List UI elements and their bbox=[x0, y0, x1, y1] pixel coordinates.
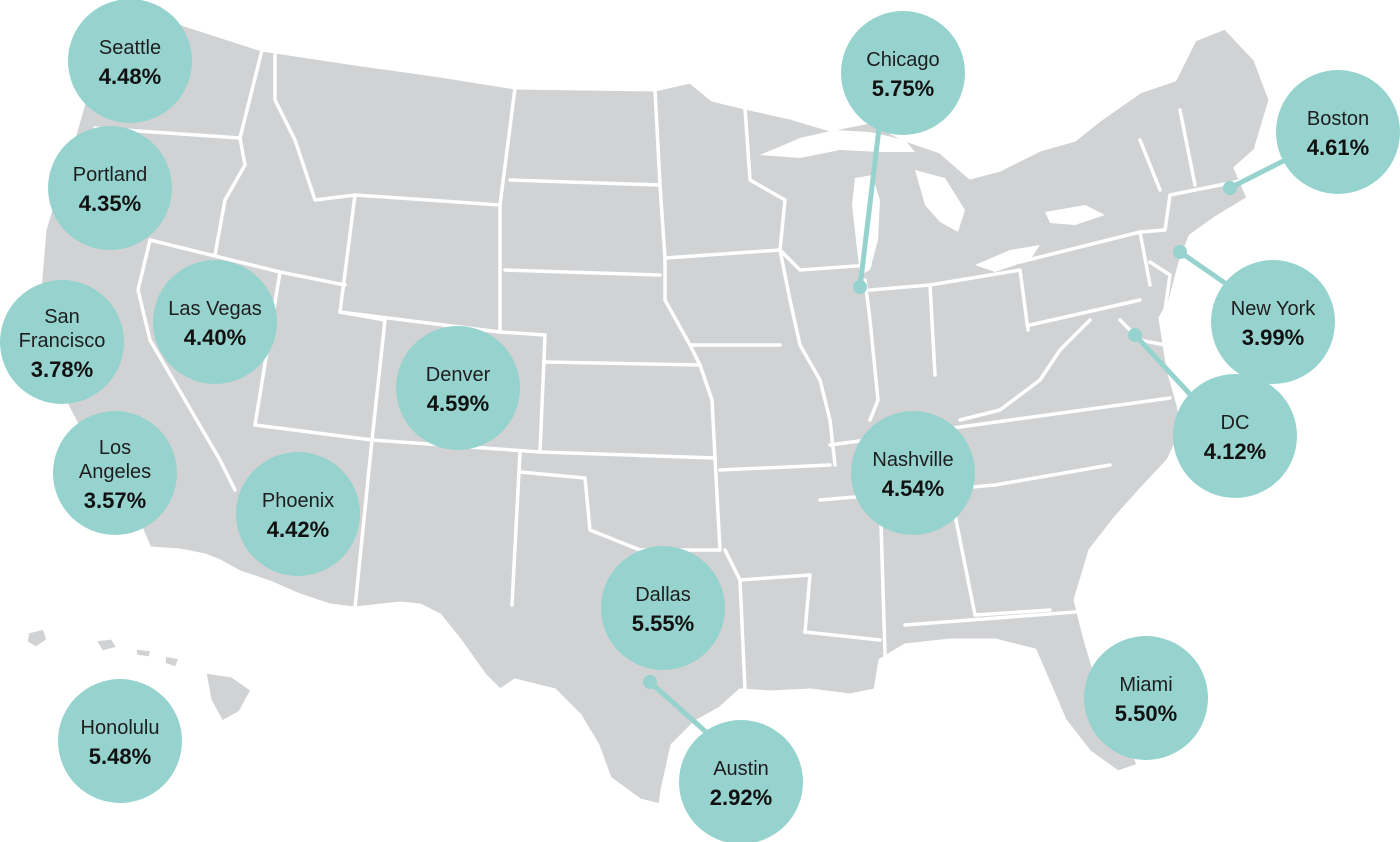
lake-erie bbox=[975, 245, 1040, 272]
los-angeles-name: Angeles bbox=[79, 461, 151, 483]
dc-name: DC bbox=[1221, 412, 1250, 434]
las-vegas-value: 4.40% bbox=[184, 325, 246, 350]
miami-name: Miami bbox=[1119, 674, 1172, 696]
boston-name: Boston bbox=[1307, 108, 1369, 130]
nashville-value: 4.54% bbox=[882, 476, 944, 501]
lake-ontario bbox=[1045, 205, 1105, 225]
seattle-name: Seattle bbox=[99, 37, 161, 59]
los-angeles-bubble-circle bbox=[53, 411, 177, 535]
city-bubble-seattle: Seattle 4.48% bbox=[68, 0, 192, 123]
dc-bubble-circle bbox=[1173, 374, 1297, 498]
chicago-value: 5.75% bbox=[872, 76, 934, 101]
city-bubble-portland: Portland 4.35% bbox=[48, 126, 172, 250]
austin-value: 2.92% bbox=[710, 785, 772, 810]
denver-bubble-circle bbox=[396, 326, 520, 450]
portland-bubble-circle bbox=[48, 126, 172, 250]
new-york-value: 3.99% bbox=[1242, 325, 1304, 350]
honolulu-name: Honolulu bbox=[81, 717, 160, 739]
seattle-bubble-circle bbox=[68, 0, 192, 123]
city-bubble-miami: Miami 5.50% bbox=[1084, 636, 1208, 760]
lake-huron bbox=[915, 170, 965, 232]
seattle-value: 4.48% bbox=[99, 64, 161, 89]
honolulu-value: 5.48% bbox=[89, 744, 151, 769]
city-bubble-chicago: Chicago 5.75% bbox=[841, 11, 965, 135]
dallas-bubble-circle bbox=[601, 546, 725, 670]
city-bubble-nashville: Nashville 4.54% bbox=[851, 411, 975, 535]
san-francisco-name: San bbox=[44, 306, 80, 328]
honolulu-bubble-circle bbox=[58, 679, 182, 803]
city-bubble-boston: Boston 4.61% bbox=[1276, 70, 1400, 194]
city-bubble-denver: Denver 4.59% bbox=[396, 326, 520, 450]
las-vegas-bubble-circle bbox=[153, 260, 277, 384]
miami-value: 5.50% bbox=[1115, 701, 1177, 726]
city-bubble-austin: Austin 2.92% bbox=[679, 720, 803, 842]
city-bubble-las-vegas: Las Vegas 4.40% bbox=[153, 260, 277, 384]
boston-bubble-circle bbox=[1276, 70, 1400, 194]
dallas-value: 5.55% bbox=[632, 611, 694, 636]
new-york-marker bbox=[1173, 245, 1187, 259]
las-vegas-name: Las Vegas bbox=[168, 298, 261, 320]
san-francisco-name: Francisco bbox=[19, 330, 106, 352]
chicago-bubble-circle bbox=[841, 11, 965, 135]
austin-bubble-circle bbox=[679, 720, 803, 842]
dallas-name: Dallas bbox=[635, 584, 691, 606]
chicago-name: Chicago bbox=[866, 49, 939, 71]
nashville-name: Nashville bbox=[872, 449, 953, 471]
los-angeles-name: Los bbox=[99, 437, 131, 459]
miami-bubble-circle bbox=[1084, 636, 1208, 760]
austin-name: Austin bbox=[713, 758, 769, 780]
new-york-bubble-circle bbox=[1211, 260, 1335, 384]
phoenix-bubble-circle bbox=[236, 452, 360, 576]
phoenix-value: 4.42% bbox=[267, 517, 329, 542]
boston-marker bbox=[1223, 181, 1237, 195]
austin-leader bbox=[647, 679, 718, 743]
phoenix-name: Phoenix bbox=[262, 490, 334, 512]
austin-marker bbox=[643, 675, 657, 689]
chicago-leader bbox=[857, 117, 883, 290]
denver-name: Denver bbox=[426, 364, 491, 386]
city-bubble-dallas: Dallas 5.55% bbox=[601, 546, 725, 670]
portland-value: 4.35% bbox=[79, 191, 141, 216]
city-bubble-honolulu: Honolulu 5.48% bbox=[58, 679, 182, 803]
los-angeles-value: 3.57% bbox=[84, 488, 146, 513]
city-bubble-dc: DC 4.12% bbox=[1173, 374, 1297, 498]
san-francisco-bubble-circle bbox=[0, 280, 124, 404]
san-francisco-value: 3.78% bbox=[31, 357, 93, 382]
dc-value: 4.12% bbox=[1204, 439, 1266, 464]
dc-leader bbox=[1132, 332, 1203, 408]
leader-lines bbox=[643, 117, 1298, 743]
new-york-name: New York bbox=[1231, 298, 1316, 320]
nashville-bubble-circle bbox=[851, 411, 975, 535]
portland-name: Portland bbox=[73, 164, 148, 186]
dc-marker bbox=[1128, 328, 1142, 342]
denver-value: 4.59% bbox=[427, 391, 489, 416]
state-borders bbox=[93, 48, 1247, 692]
boston-value: 4.61% bbox=[1307, 135, 1369, 160]
hawaii-islands bbox=[24, 626, 254, 724]
city-bubble-phoenix: Phoenix 4.42% bbox=[236, 452, 360, 576]
city-bubble-new-york: New York 3.99% bbox=[1211, 260, 1335, 384]
chicago-marker bbox=[853, 280, 867, 294]
